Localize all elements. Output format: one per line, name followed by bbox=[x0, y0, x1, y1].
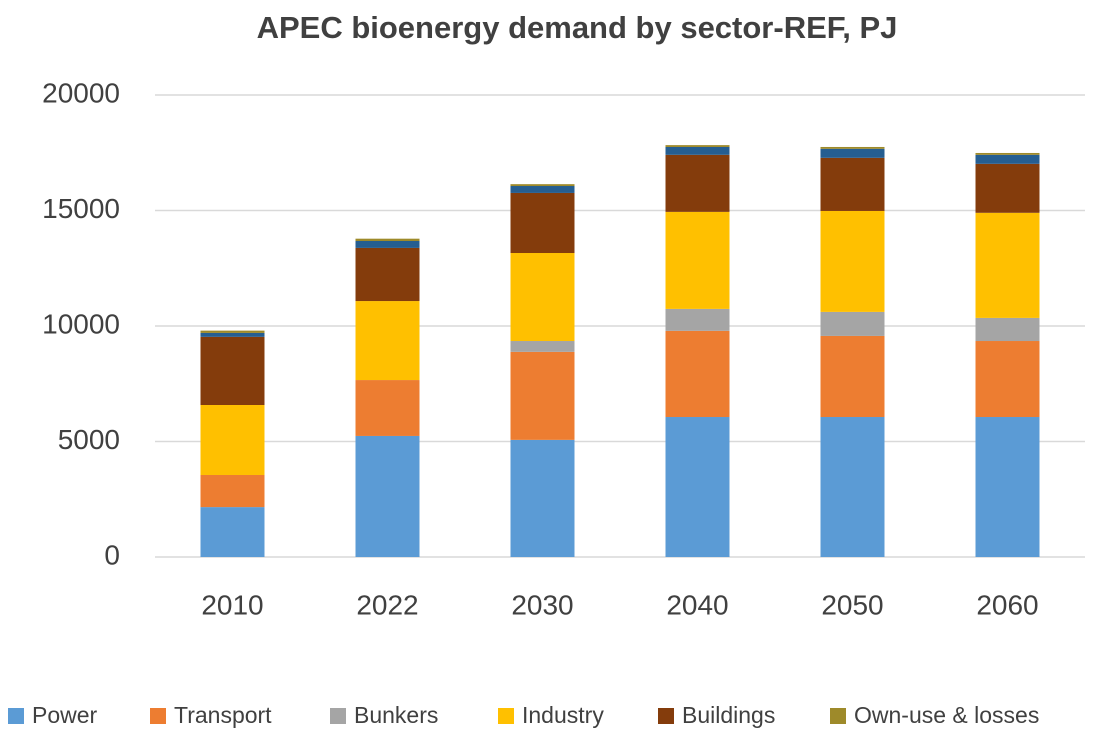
legend-swatch bbox=[150, 708, 166, 724]
bar-segment bbox=[975, 163, 1040, 213]
legend-label: Transport bbox=[174, 702, 272, 728]
bar-segment bbox=[510, 184, 575, 187]
bar-segment bbox=[510, 253, 575, 342]
bar-segment bbox=[355, 238, 420, 241]
legend-label: Industry bbox=[522, 702, 604, 728]
legend-label: Bunkers bbox=[354, 702, 438, 728]
y-tick-label: 10000 bbox=[42, 308, 120, 339]
legend-label: Buildings bbox=[682, 702, 775, 728]
bar-segment bbox=[355, 435, 420, 557]
x-tick-label: 2040 bbox=[666, 589, 728, 620]
bar-segment bbox=[200, 336, 265, 406]
bar-segment bbox=[820, 146, 885, 149]
bar-segment bbox=[355, 380, 420, 436]
bar-segment bbox=[510, 351, 575, 440]
bar-segment bbox=[665, 308, 730, 331]
bar-segment bbox=[510, 192, 575, 254]
bar-segment bbox=[510, 341, 575, 352]
x-tick-label: 2030 bbox=[511, 589, 573, 620]
x-tick-label: 2022 bbox=[356, 589, 418, 620]
bar-segment bbox=[975, 152, 1040, 155]
bar-segment bbox=[975, 417, 1040, 557]
bar-segment bbox=[355, 240, 420, 248]
bar-segment bbox=[665, 330, 730, 418]
y-tick-label: 15000 bbox=[42, 193, 120, 224]
bar-segment bbox=[200, 332, 265, 337]
bar-segment bbox=[200, 405, 265, 475]
bar-segment bbox=[200, 330, 265, 333]
bar-segment bbox=[820, 335, 885, 418]
bar-segment bbox=[820, 210, 885, 312]
bar-segment bbox=[975, 212, 1040, 318]
bar-segment bbox=[665, 145, 730, 147]
legend-label: Power bbox=[32, 702, 98, 728]
y-tick-label: 20000 bbox=[42, 77, 120, 108]
bar-segment bbox=[665, 154, 730, 212]
legend-swatch bbox=[330, 708, 346, 724]
bar-segment bbox=[975, 154, 1040, 164]
bar-segment bbox=[355, 301, 420, 381]
bar-segment bbox=[355, 247, 420, 302]
bar-segment bbox=[975, 341, 1040, 418]
y-tick-label: 5000 bbox=[58, 424, 120, 455]
bar-segment bbox=[200, 474, 265, 508]
y-tick-label: 0 bbox=[104, 539, 120, 570]
legend-swatch bbox=[830, 708, 846, 724]
legend-swatch bbox=[658, 708, 674, 724]
legend-swatch bbox=[8, 708, 24, 724]
bar-segment bbox=[820, 311, 885, 336]
x-tick-label: 2010 bbox=[201, 589, 263, 620]
x-tick-label: 2050 bbox=[821, 589, 883, 620]
x-tick-label: 2060 bbox=[976, 589, 1038, 620]
bar-segment bbox=[510, 186, 575, 193]
bar-segment bbox=[820, 148, 885, 158]
bar-segment bbox=[510, 439, 575, 557]
bar-segment bbox=[665, 146, 730, 155]
chart-title: APEC bioenergy demand by sector-REF, PJ bbox=[257, 10, 898, 45]
legend-label: Own-use & losses bbox=[854, 702, 1039, 728]
bar-segment bbox=[665, 417, 730, 557]
bar-segment bbox=[820, 417, 885, 557]
bar-segment bbox=[665, 211, 730, 309]
bar-segment bbox=[200, 507, 265, 557]
bar-segment bbox=[820, 157, 885, 211]
legend-swatch bbox=[498, 708, 514, 724]
bar-segment bbox=[975, 317, 1040, 342]
